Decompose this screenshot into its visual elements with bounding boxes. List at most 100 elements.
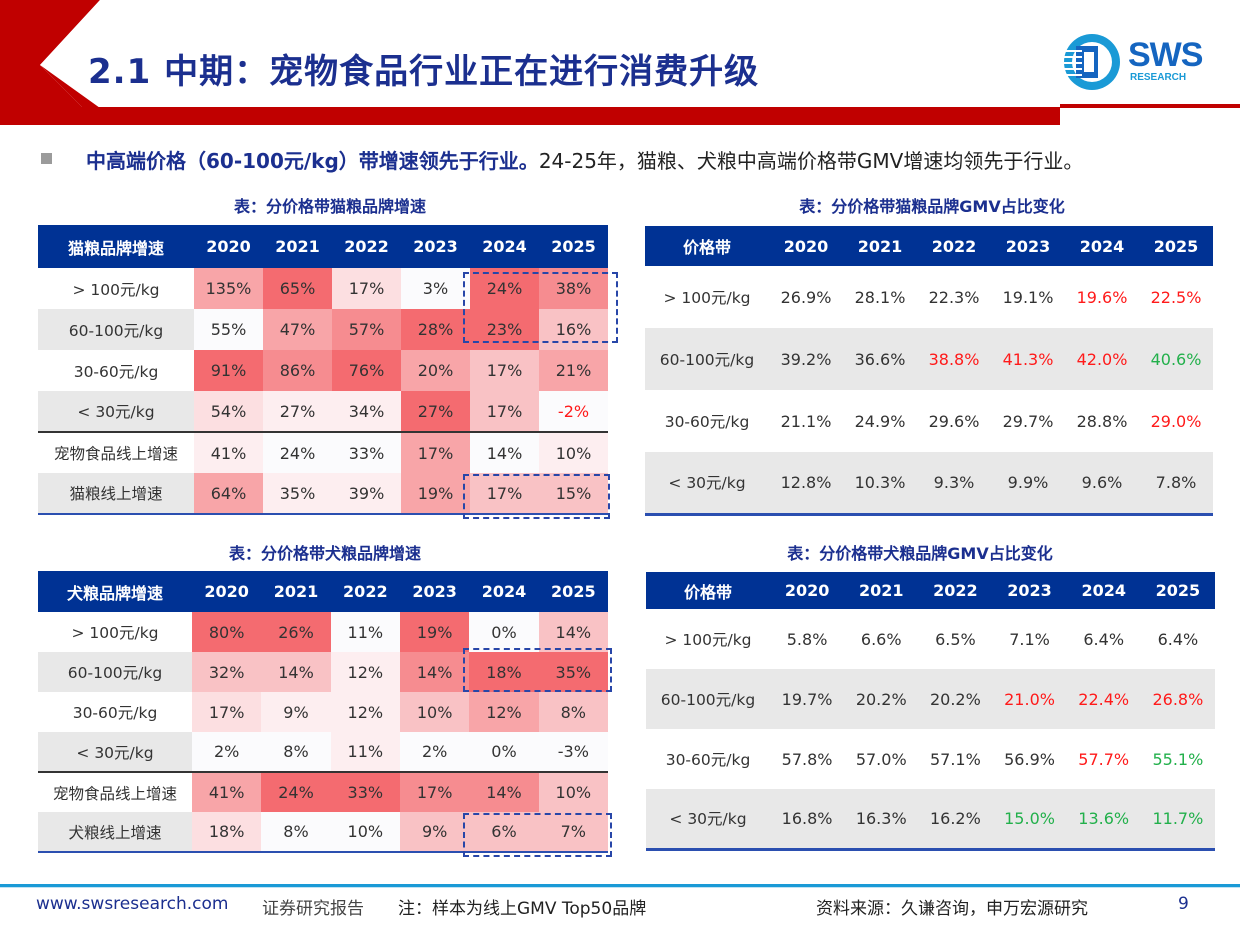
column-header-year: 2021 [843,226,917,266]
value-cell: 28.1% [854,287,906,307]
value-cell: 57.0% [855,749,907,769]
value-cell: 29.0% [1150,411,1202,431]
value-cell: 10% [539,431,608,473]
value-cell: -2% [539,391,608,432]
value-cell: 29.6% [928,411,980,431]
footer-note: 注：样本为线上GMV Top50品牌 [398,899,647,919]
column-header-year: 2022 [918,572,993,609]
table-row: > 100元/kg 135% 65% 17% 3% 24% 38% [38,268,608,309]
highlight-box [463,272,618,343]
value-cell: 17% [332,268,401,309]
table-row: < 30元/kg 2% 8% 11% 2% 0% -3% [38,732,608,772]
footer-source: 资料来源：久谦咨询，申万宏源研究 [816,899,1088,919]
value-cell: 16.3% [844,789,919,849]
value-cell: 47% [263,309,332,350]
cat-growth-table: 猫粮品牌增速 2020 2021 2022 2023 2024 2025 > 100元/kg 1… [38,225,608,515]
value-cell: 80% [192,612,262,652]
value-cell: 39.2% [769,328,843,390]
value-cell: 21.1% [780,411,832,431]
value-cell: 23% [470,309,539,350]
value-cell: 2% [192,732,262,772]
value-cell: 15% [539,473,608,514]
column-header-year: 2022 [332,225,401,268]
value-cell: 9.3% [917,452,991,514]
value-cell: -3% [538,732,608,772]
column-header-year: 2020 [770,572,845,609]
value-cell: 8% [261,812,331,852]
table-row: < 30元/kg 16.8% 16.3% 16.2% 15.0% 13.6% 11.7% [646,789,1215,849]
value-cell: 17% [401,431,470,473]
value-cell: 16.8% [770,789,845,849]
value-cell: 12% [330,652,400,692]
column-header-label: 价格带 [645,226,769,266]
lead-rest: 24-25年，猫粮、犬粮中高端价格带GMV增速均领先于行业。 [538,149,1084,173]
value-cell: 40.6% [1139,328,1213,390]
header-banner [0,0,1240,125]
header-row: 犬粮品牌增速 2020 2021 2022 2023 2024 2025 [38,571,608,612]
row-label: > 100元/kg [663,289,751,307]
footer-divider-light [0,887,1240,888]
row-label: 犬粮线上增速 [38,812,192,852]
lead-text: 中高端价格（60-100元/kg）带增速领先于行业。24-25年，猫粮、犬粮中高… [86,145,1083,174]
row-label: 60-100元/kg [38,309,194,350]
column-header-year: 2021 [263,225,332,268]
value-cell: 42.0% [1065,328,1139,390]
highlight-box [463,813,612,857]
value-cell: 41.3% [991,328,1065,390]
value-cell: 14% [399,652,470,692]
value-cell: 57.1% [929,749,981,769]
value-cell: 33% [330,771,400,812]
column-header-label: 猫粮品牌增速 [38,225,194,268]
column-header-year: 2024 [469,571,539,612]
value-cell: 11.7% [1140,789,1215,849]
dog-growth-table: 犬粮品牌增速 2020 2021 2022 2023 2024 2025 > 100元/kg 8… [38,571,608,853]
page-number: 9 [1178,894,1189,914]
logo-globe-icon [1062,34,1120,90]
dog-growth-title: 表：分价格带犬粮品牌增速 [228,544,422,563]
column-header-year: 2020 [194,225,263,268]
footer-website-link[interactable]: www.swsresearch.com [36,894,229,914]
row-label: < 30元/kg [646,789,770,849]
table-row: 30-60元/kg 91% 86% 76% 20% 17% 21% [38,350,608,391]
value-cell: 8% [538,692,608,732]
value-cell: 27% [401,391,470,432]
value-cell: 6.5% [935,629,976,649]
column-header-year: 2024 [1065,226,1139,266]
value-cell: 38% [539,268,608,309]
value-cell: 38.8% [917,328,991,390]
value-cell: 11% [330,732,400,772]
value-cell: 20.2% [844,669,919,729]
value-cell: 32% [192,652,262,692]
value-cell: 65% [263,268,332,309]
value-cell: 24.9% [854,411,906,431]
row-label: < 30元/kg [38,732,192,772]
value-cell: 27% [263,391,332,432]
value-cell: 19.1% [1002,287,1054,307]
value-cell: 10.3% [843,452,917,514]
value-cell: 19% [399,612,470,652]
value-cell: 41% [192,771,262,812]
column-header-year: 2024 [1066,572,1141,609]
column-header-year: 2023 [399,571,470,612]
value-cell: 33% [332,431,401,473]
table-row: 犬粮线上增速 18% 8% 10% 9% 6% 7% [38,812,608,852]
column-header-year: 2023 [991,226,1065,266]
row-label: > 100元/kg [664,631,752,649]
logo-subtext: RESEARCH [1130,72,1187,83]
value-cell: 24% [470,268,539,309]
value-cell: 0% [469,732,539,772]
value-cell: 41% [194,431,263,473]
table-row: 60-100元/kg 19.7% 20.2% 20.2% 21.0% 22.4% 26.8% [646,669,1215,729]
value-cell: 17% [192,692,262,732]
column-header-year: 2024 [470,225,539,268]
value-cell: 34% [332,391,401,432]
table-row: 宠物食品线上增速 41% 24% 33% 17% 14% 10% [38,771,608,812]
value-cell: 19.6% [1076,287,1128,307]
value-cell: 17% [470,350,539,391]
table-row: > 100元/kg 5.8% 6.6% 6.5% 7.1% 6.4% 6.4% [646,609,1215,669]
column-header-year: 2025 [1139,226,1213,266]
row-label: 宠物食品线上增速 [38,431,194,473]
table-row: < 30元/kg 12.8% 10.3% 9.3% 9.9% 9.6% 7.8% [645,452,1213,514]
bullet-square-icon [41,153,52,164]
value-cell: 14% [538,612,608,652]
